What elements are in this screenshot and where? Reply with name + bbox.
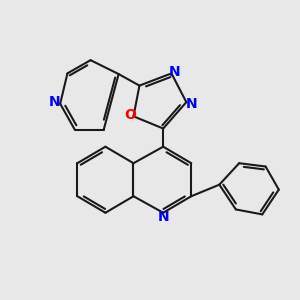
Text: N: N (169, 65, 181, 79)
Text: N: N (49, 95, 61, 109)
Text: N: N (186, 97, 197, 111)
Text: N: N (158, 210, 169, 224)
Text: O: O (124, 108, 136, 122)
